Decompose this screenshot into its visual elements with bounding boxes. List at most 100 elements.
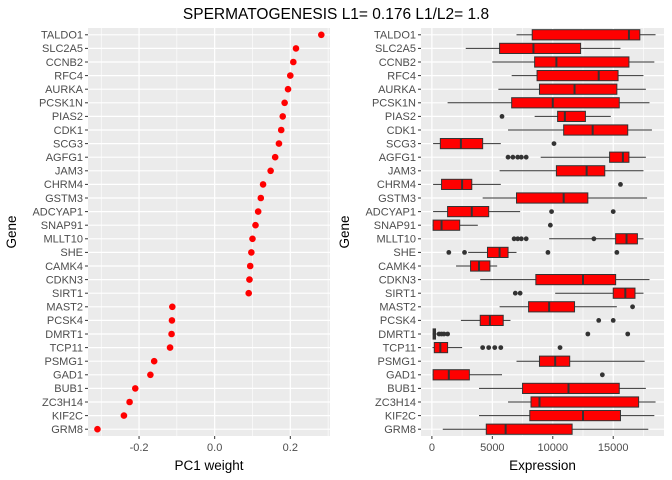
box-gad1 bbox=[432, 369, 605, 381]
gene-label: PIAS2 bbox=[385, 111, 416, 123]
gene-label: PCSK1N bbox=[39, 98, 83, 110]
gene-label: GAD1 bbox=[386, 370, 416, 382]
pc1-point-bub1 bbox=[131, 385, 139, 392]
outlier-point bbox=[515, 236, 521, 242]
outlier-point bbox=[512, 290, 518, 296]
box-gstm3 bbox=[482, 192, 648, 204]
outlier-point bbox=[545, 250, 551, 255]
pc1-point-gstm3 bbox=[257, 194, 265, 202]
outlier-point bbox=[551, 141, 557, 147]
gene-label: DMRT1 bbox=[378, 329, 416, 341]
pc1-point-pcsk4 bbox=[168, 317, 176, 324]
gene-label: PCSK4 bbox=[47, 315, 83, 327]
x-tick-label: 0 bbox=[429, 442, 435, 454]
pc1-x-axis-title: PC1 weight bbox=[174, 458, 243, 473]
pc1-point-she bbox=[248, 249, 255, 256]
gene-label: PSMG1 bbox=[44, 356, 83, 368]
outlier-point bbox=[492, 345, 498, 350]
gene-label: SIRT1 bbox=[52, 288, 83, 300]
gene-label: ZC3H14 bbox=[42, 397, 83, 409]
outlier-point bbox=[625, 331, 631, 337]
iqr-box bbox=[609, 151, 630, 163]
outlier-point bbox=[446, 250, 452, 255]
pc1-point-aurka bbox=[284, 85, 292, 93]
pc1-point-psmg1 bbox=[150, 357, 158, 365]
expression-boxes bbox=[432, 29, 656, 435]
pc1-y-axis-title: Gene bbox=[4, 215, 19, 248]
box-taldo1 bbox=[516, 29, 656, 41]
outlier-point bbox=[585, 331, 591, 337]
iqr-box bbox=[432, 369, 470, 381]
x-tick-label: 5000 bbox=[480, 442, 504, 454]
gene-label: MAST2 bbox=[46, 302, 83, 314]
gene-label: AGFG1 bbox=[379, 152, 416, 164]
pc1-panel-background bbox=[88, 28, 330, 436]
pc1-point-gad1 bbox=[147, 371, 154, 379]
pc1-point-kif2c bbox=[120, 412, 128, 419]
pc1-point-grm8 bbox=[94, 425, 101, 433]
outlier-point bbox=[630, 304, 635, 310]
gene-label: GRM8 bbox=[384, 424, 416, 436]
pc1-point-slc2a5 bbox=[292, 45, 300, 52]
gene-label: KIF2C bbox=[52, 410, 83, 422]
pc1-point-scg3 bbox=[275, 140, 283, 147]
x-tick-label: 0.2 bbox=[283, 442, 298, 454]
box-pcsk4 bbox=[460, 314, 616, 326]
pc1-points bbox=[94, 31, 325, 433]
pc1-point-jam3 bbox=[267, 167, 274, 175]
gene-label: ZC3H14 bbox=[375, 397, 416, 409]
gene-label: RFC4 bbox=[387, 70, 416, 82]
gene-label: SCG3 bbox=[53, 138, 83, 150]
gene-label: TALDO1 bbox=[374, 30, 416, 42]
iqr-box bbox=[529, 410, 621, 422]
outlier-point bbox=[445, 331, 450, 337]
outlier-point bbox=[517, 290, 523, 296]
gene-label: SCG3 bbox=[386, 138, 416, 150]
pc1-point-ccnb2 bbox=[290, 58, 297, 66]
box-mast2 bbox=[499, 301, 635, 313]
iqr-box bbox=[528, 301, 576, 313]
gene-label: SNAP91 bbox=[374, 220, 416, 232]
gene-label: PCSK1N bbox=[372, 98, 416, 110]
gene-label: GSTM3 bbox=[378, 193, 416, 205]
gene-label: SHE bbox=[60, 247, 83, 259]
outlier-point bbox=[486, 345, 492, 350]
iqr-box bbox=[534, 56, 630, 68]
pc1-point-dmrt1 bbox=[168, 330, 175, 338]
pc1-point-cdk1 bbox=[277, 126, 285, 134]
x-tick-label: -0.2 bbox=[130, 442, 149, 454]
gene-label: SLC2A5 bbox=[375, 43, 416, 55]
gene-label: GAD1 bbox=[53, 370, 83, 382]
gene-label: CAMK4 bbox=[45, 261, 83, 273]
gene-label: SIRT1 bbox=[385, 288, 416, 300]
gene-label: PIAS2 bbox=[52, 111, 83, 123]
outlier-point bbox=[518, 154, 524, 160]
gene-label: TCP11 bbox=[50, 342, 83, 354]
box-grm8 bbox=[442, 423, 649, 435]
gene-label: SLC2A5 bbox=[42, 43, 83, 55]
pc1-point-taldo1 bbox=[318, 31, 325, 39]
outlier-point bbox=[523, 154, 529, 160]
iqr-box bbox=[612, 287, 636, 299]
expression-x-axis-title: Expression bbox=[509, 458, 576, 473]
pc1-point-pias2 bbox=[279, 113, 287, 120]
pc1-point-rfc4 bbox=[286, 72, 294, 79]
gene-label: CHRM4 bbox=[44, 179, 83, 191]
outlier-point bbox=[441, 331, 447, 337]
gene-label: BUB1 bbox=[387, 383, 416, 395]
box-cdk1 bbox=[508, 124, 652, 136]
gene-label: CDKN3 bbox=[46, 274, 83, 286]
iqr-box bbox=[557, 110, 586, 123]
gene-label: PCSK4 bbox=[380, 315, 416, 327]
gene-label: GSTM3 bbox=[45, 193, 83, 205]
box-mllt10 bbox=[511, 233, 644, 245]
pc1-point-chrm4 bbox=[259, 181, 267, 188]
outlier-point bbox=[498, 345, 504, 350]
iqr-box bbox=[499, 42, 582, 54]
box-slc2a5 bbox=[465, 42, 621, 54]
pc1-x-tick-labels: -0.2 0.0 0.2 bbox=[130, 436, 298, 454]
box-agfg1 bbox=[505, 151, 646, 163]
box-sirt1 bbox=[512, 287, 644, 299]
box-aurka bbox=[498, 83, 646, 95]
